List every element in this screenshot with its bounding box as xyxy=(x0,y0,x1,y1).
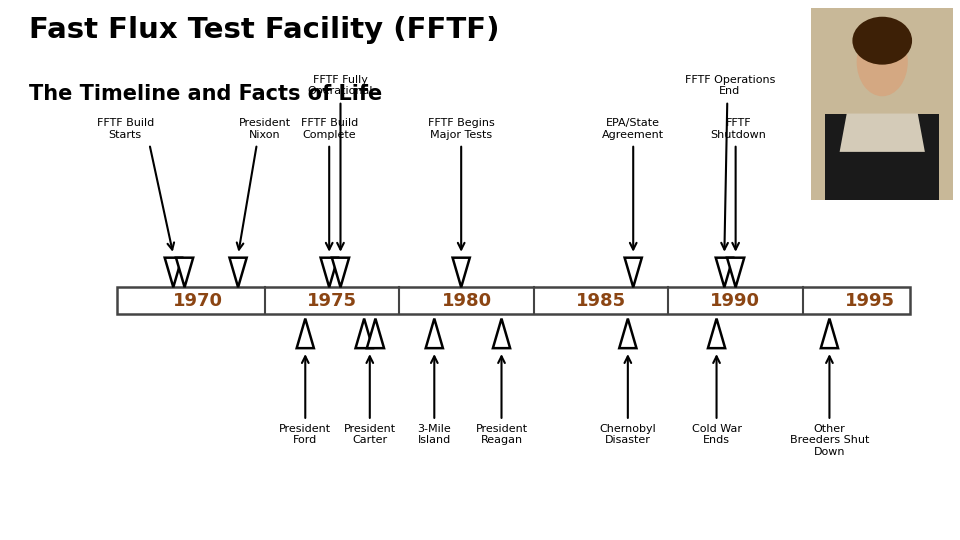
Polygon shape xyxy=(492,319,510,348)
Polygon shape xyxy=(297,319,314,348)
Text: Cold War
Ends: Cold War Ends xyxy=(691,424,741,446)
Text: 1970: 1970 xyxy=(173,292,223,310)
Text: President
Carter: President Carter xyxy=(344,424,396,446)
Text: FFTF Operations
End: FFTF Operations End xyxy=(684,75,775,97)
Text: 1990: 1990 xyxy=(710,292,760,310)
Polygon shape xyxy=(625,258,642,287)
Polygon shape xyxy=(826,113,939,200)
Polygon shape xyxy=(332,258,349,287)
Polygon shape xyxy=(727,258,744,287)
Polygon shape xyxy=(229,258,247,287)
Text: President
Ford: President Ford xyxy=(279,424,331,446)
Polygon shape xyxy=(367,319,384,348)
Polygon shape xyxy=(619,319,636,348)
Polygon shape xyxy=(176,258,193,287)
Text: President
Reagan: President Reagan xyxy=(475,424,528,446)
Polygon shape xyxy=(716,258,732,287)
Ellipse shape xyxy=(852,17,912,65)
Text: FFTF Build
Starts: FFTF Build Starts xyxy=(97,118,154,139)
Text: FFTF Build
Complete: FFTF Build Complete xyxy=(300,118,358,139)
Text: FFTF Begins
Major Tests: FFTF Begins Major Tests xyxy=(428,118,494,139)
Text: FFTF Fully
Operational: FFTF Fully Operational xyxy=(308,75,373,97)
Polygon shape xyxy=(708,319,725,348)
Text: The Timeline and Facts of Life: The Timeline and Facts of Life xyxy=(29,84,382,104)
Polygon shape xyxy=(821,319,838,348)
Text: 1980: 1980 xyxy=(442,292,492,310)
Polygon shape xyxy=(840,113,924,152)
Text: 1985: 1985 xyxy=(576,292,626,310)
Text: 1975: 1975 xyxy=(307,292,357,310)
Text: Other
Breeders Shut
Down: Other Breeders Shut Down xyxy=(790,424,869,457)
Polygon shape xyxy=(321,258,338,287)
Text: President
Nixon: President Nixon xyxy=(239,118,291,139)
Text: Fast Flux Test Facility (FFTF): Fast Flux Test Facility (FFTF) xyxy=(29,16,499,44)
Polygon shape xyxy=(165,258,181,287)
Text: 3-Mile
Island: 3-Mile Island xyxy=(418,424,451,446)
Text: FFTF
Shutdown: FFTF Shutdown xyxy=(710,118,766,139)
Polygon shape xyxy=(355,319,372,348)
Text: Chernobyl
Disaster: Chernobyl Disaster xyxy=(599,424,657,446)
Polygon shape xyxy=(425,319,443,348)
Text: 1995: 1995 xyxy=(845,292,895,310)
Polygon shape xyxy=(452,258,469,287)
Circle shape xyxy=(856,27,908,96)
Bar xyxy=(117,287,910,314)
Text: EPA/State
Agreement: EPA/State Agreement xyxy=(602,118,664,139)
